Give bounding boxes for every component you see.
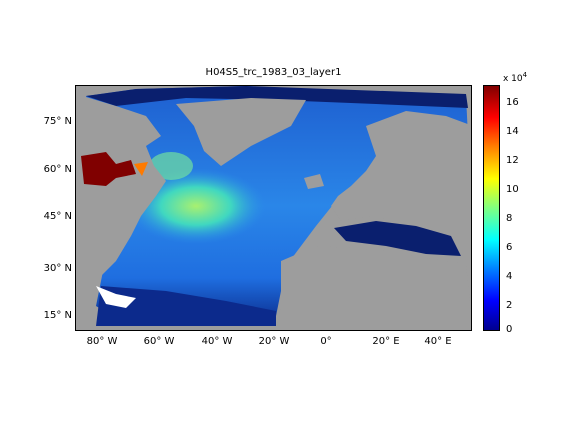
colorbar-tick: 4 xyxy=(506,271,513,282)
x-tick-label: 40° E xyxy=(424,336,452,347)
x-tick-label: 60° W xyxy=(143,336,175,347)
y-tick-label: 30° N xyxy=(43,263,72,274)
europe xyxy=(331,111,471,236)
colorbar-tick: 6 xyxy=(506,242,513,253)
y-tick-label: 45° N xyxy=(43,211,72,222)
x-tick-label: 80° W xyxy=(86,336,118,347)
x-tick-label: 20° W xyxy=(258,336,290,347)
colorbar-tick: 0 xyxy=(506,324,513,335)
iceland xyxy=(304,174,324,189)
colorbar-tick: 16 xyxy=(506,97,519,108)
hudson-bay-hotspot xyxy=(81,152,136,186)
map-canvas xyxy=(76,86,471,330)
north-america xyxy=(76,94,166,296)
colorbar-tick: 2 xyxy=(506,300,513,311)
colorbar-tick: 8 xyxy=(506,213,513,224)
ocean-field xyxy=(86,86,468,326)
africa xyxy=(276,246,471,330)
y-tick-label: 60° N xyxy=(43,164,72,175)
colorbar xyxy=(483,85,500,331)
map-plot-area xyxy=(75,85,472,331)
y-tick-label: 75° N xyxy=(43,116,72,127)
greenland xyxy=(176,98,306,166)
colorbar-tick: 12 xyxy=(506,155,519,166)
map-title: H04S5_trc_1983_03_layer1 xyxy=(205,67,342,78)
colorbar-tick: 14 xyxy=(506,126,519,137)
mediterranean xyxy=(334,221,461,256)
tropical-band xyxy=(96,286,276,326)
colorbar-exponent: x 104 xyxy=(503,71,528,84)
colorbar-tick: 10 xyxy=(506,184,519,195)
x-tick-label: 0° xyxy=(320,336,332,347)
x-tick-label: 20° E xyxy=(372,336,400,347)
caribbean xyxy=(96,286,136,308)
y-tick-label: 15° N xyxy=(43,310,72,321)
arctic-band xyxy=(86,86,468,108)
x-tick-label: 40° W xyxy=(201,336,233,347)
